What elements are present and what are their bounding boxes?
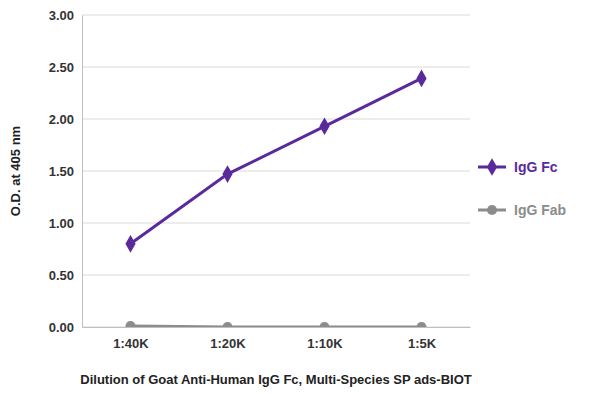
y-axis: 0.00 0.50 1.00 1.50 2.00 2.50 3.00 bbox=[49, 8, 83, 335]
chart: 0.000.501.001.502.002.503.001:40K1:20K1:… bbox=[0, 0, 600, 394]
y-tick: 0.00 bbox=[49, 320, 82, 335]
series-marker bbox=[125, 321, 135, 327]
x-tick: 1:20K bbox=[210, 327, 246, 351]
series-marker bbox=[125, 235, 135, 253]
y-tick-label: 3.00 bbox=[49, 8, 74, 23]
grid-line bbox=[82, 15, 470, 16]
y-axis-line bbox=[82, 16, 83, 328]
y-tick-label: 2.00 bbox=[49, 112, 74, 127]
x-axis-title: Dilution of Goat Anti-Human IgG Fc, Mult… bbox=[80, 372, 472, 387]
x-tick-label: 1:20K bbox=[210, 336, 246, 351]
x-tick: 1:10K bbox=[307, 327, 343, 351]
series-marker bbox=[416, 322, 426, 327]
grid-line bbox=[82, 275, 470, 276]
x-axis-line bbox=[83, 327, 471, 328]
grid-line bbox=[82, 327, 470, 328]
y-tick-label: 0.50 bbox=[49, 268, 74, 283]
y-tick: 2.50 bbox=[49, 60, 82, 75]
series-marker bbox=[319, 117, 329, 135]
y-tick-label: 1.00 bbox=[49, 216, 74, 231]
x-tick: 1:40K bbox=[113, 327, 149, 351]
x-axis: 1:40K 1:20K 1:10K 1:5K bbox=[83, 327, 471, 351]
series-marker bbox=[416, 70, 426, 88]
legend-marker bbox=[487, 158, 497, 176]
grid-line bbox=[82, 171, 470, 172]
grid-line bbox=[82, 67, 470, 68]
legend-marker bbox=[487, 205, 497, 215]
x-tick-label: 1:5K bbox=[408, 336, 437, 351]
y-tick-label: 0.00 bbox=[49, 320, 74, 335]
legend-item: IgG Fab bbox=[478, 202, 566, 218]
series-marker bbox=[222, 322, 232, 327]
grid-line bbox=[82, 223, 470, 224]
y-tick-label: 1.50 bbox=[49, 164, 74, 179]
y-tick: 1.00 bbox=[49, 216, 82, 231]
series-marker bbox=[319, 322, 329, 327]
y-tick: 2.00 bbox=[49, 112, 82, 127]
y-tick: 3.00 bbox=[49, 8, 82, 23]
y-axis-title: O.D. at 405 nm bbox=[8, 126, 23, 216]
grid bbox=[82, 15, 470, 327]
series-line bbox=[131, 78, 422, 243]
y-tick-label: 2.50 bbox=[49, 60, 74, 75]
grid-line bbox=[82, 119, 470, 120]
y-tick: 0.50 bbox=[49, 268, 82, 283]
series-line bbox=[131, 326, 422, 327]
x-tick: 1:5K bbox=[408, 327, 437, 351]
y-tick: 1.50 bbox=[49, 164, 82, 179]
series-marker bbox=[222, 165, 232, 183]
legend-item: IgG Fc bbox=[478, 158, 558, 176]
x-tick-label: 1:10K bbox=[307, 336, 343, 351]
legend: IgG Fc IgG Fab bbox=[478, 158, 566, 218]
legend-label: IgG Fc bbox=[514, 159, 558, 175]
x-tick-label: 1:40K bbox=[113, 336, 149, 351]
legend-label: IgG Fab bbox=[514, 202, 566, 218]
plot-area bbox=[125, 70, 426, 327]
